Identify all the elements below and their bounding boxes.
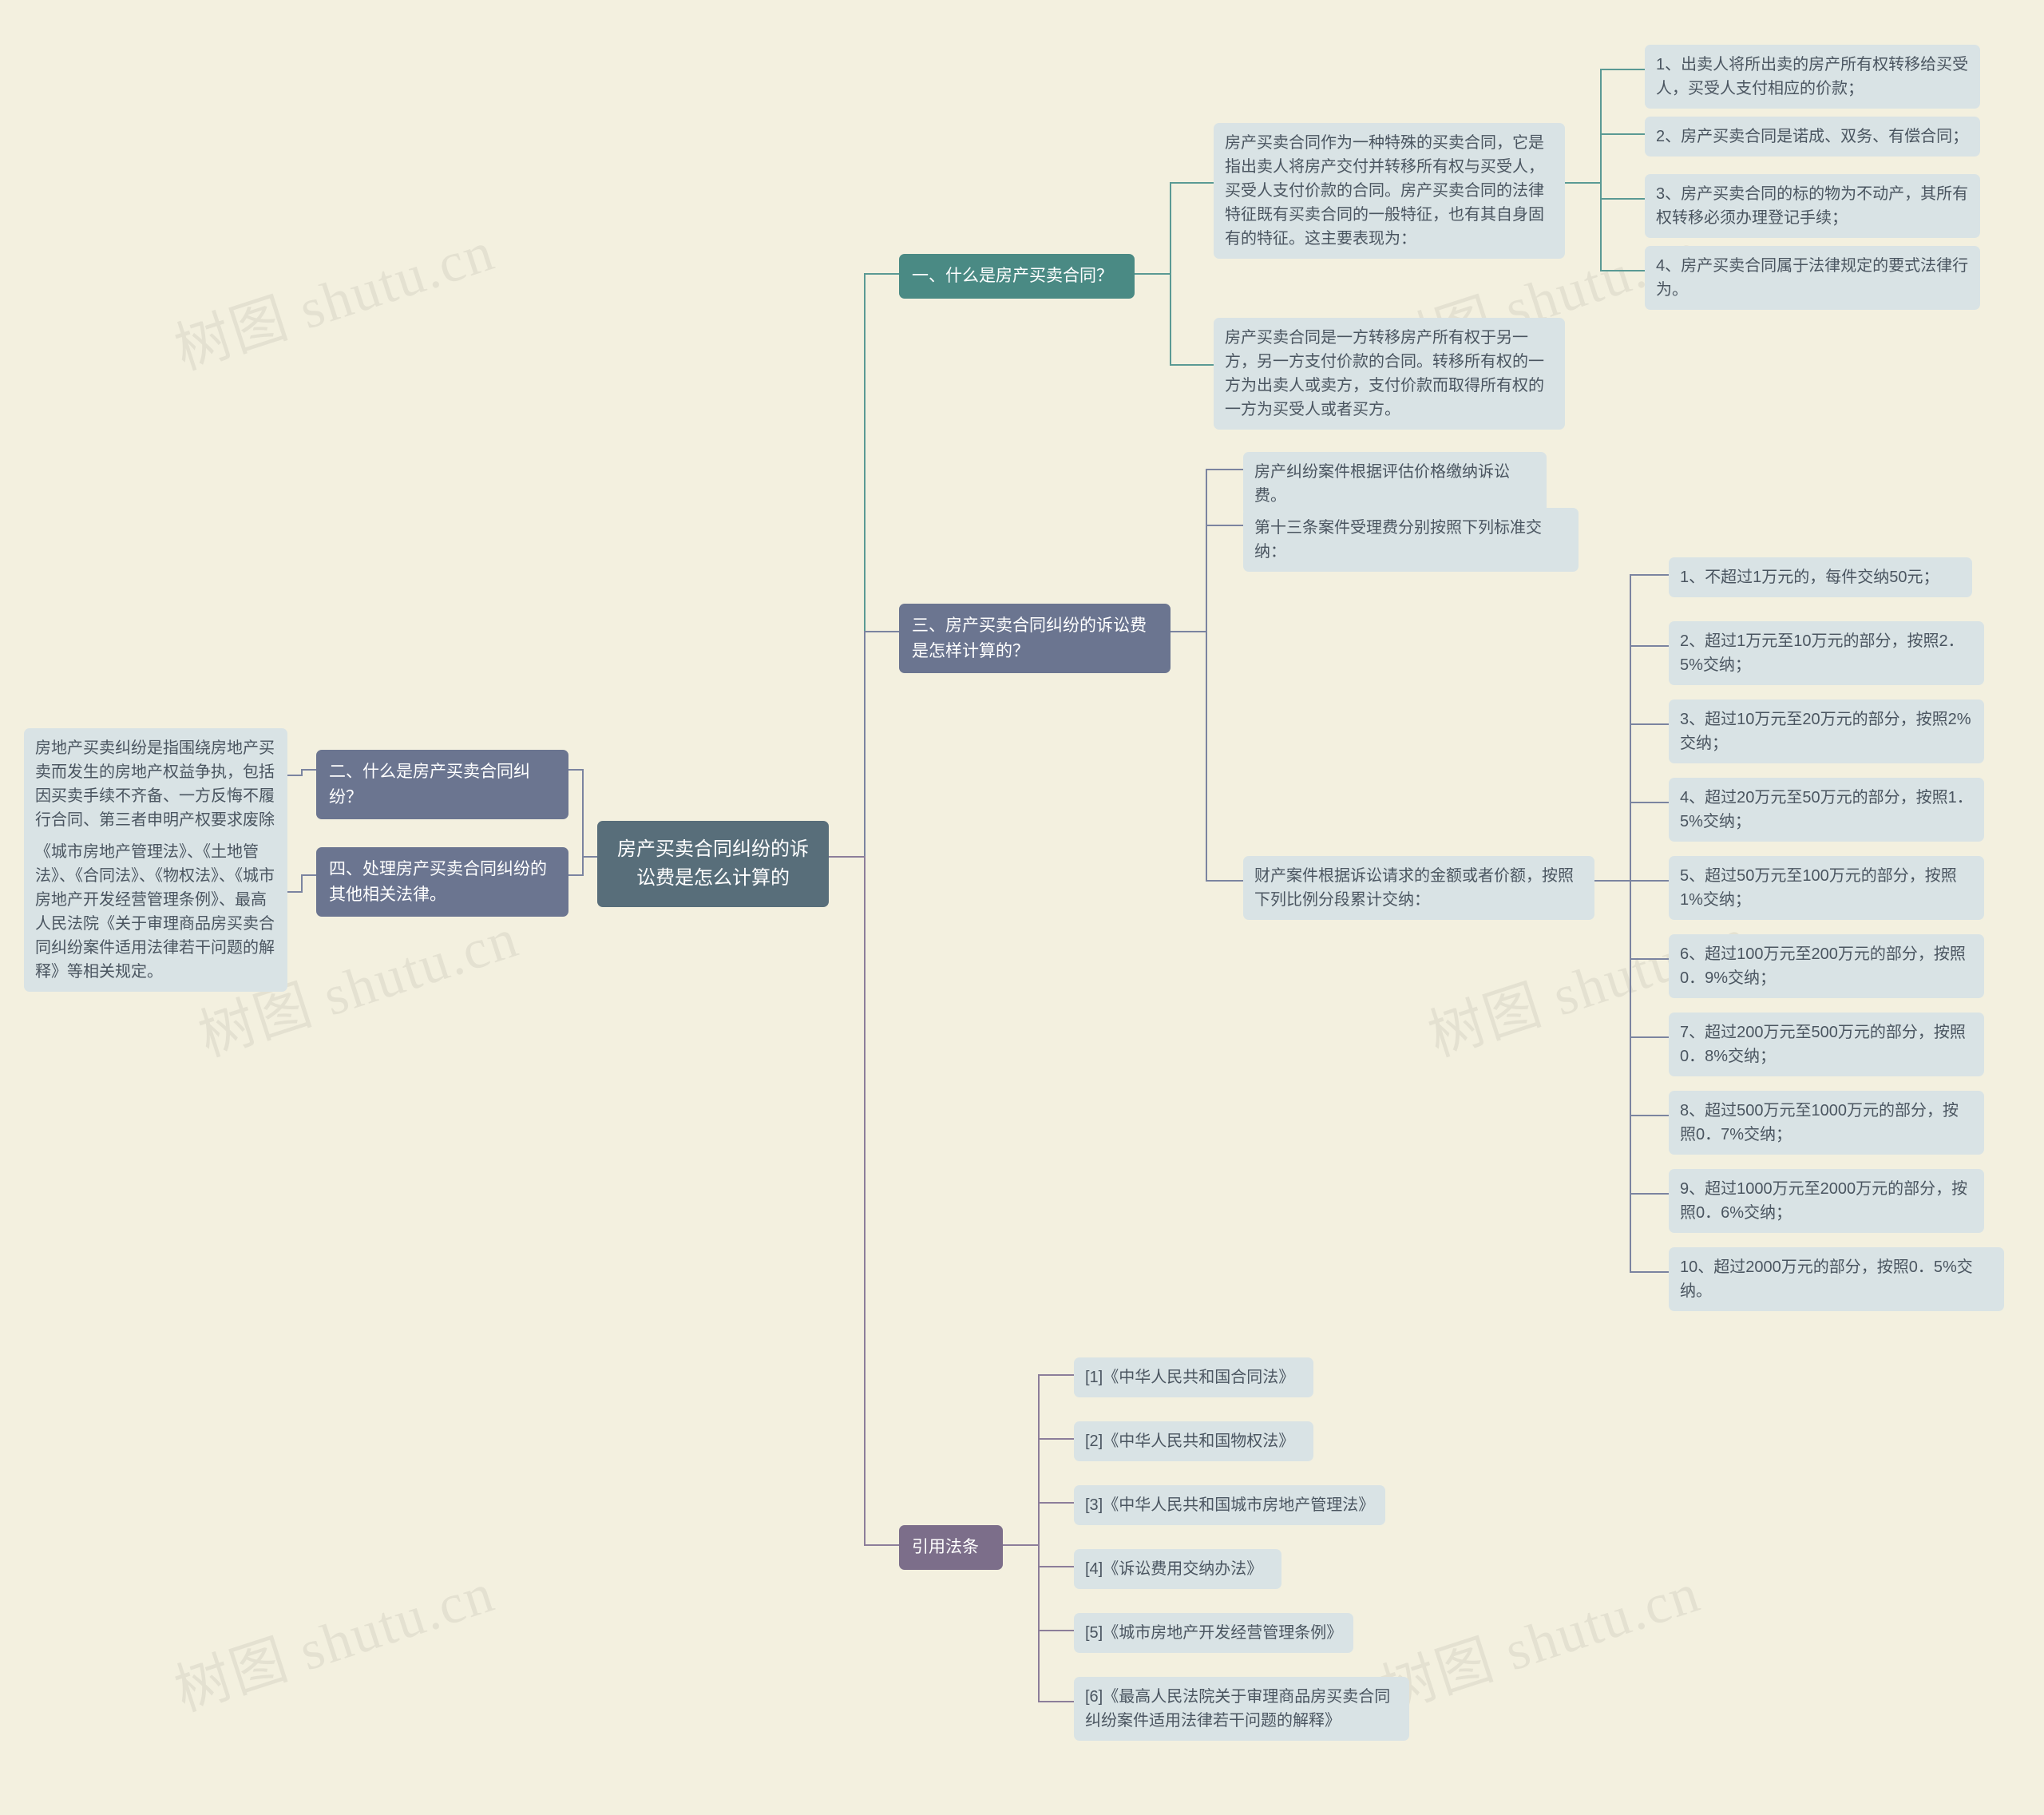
mindmap-node[interactable]: 9、超过1000万元至2000万元的部分，按照0．6%交纳； — [1669, 1169, 1984, 1233]
connector-line — [1135, 183, 1214, 274]
connector-line — [1594, 575, 1669, 881]
connector-line — [1565, 134, 1645, 183]
mindmap-node[interactable]: 3、超过10万元至20万元的部分，按照2%交纳； — [1669, 699, 1984, 763]
connector-line — [568, 857, 597, 875]
mindmap-node[interactable]: 10、超过2000万元的部分，按照0．5%交纳。 — [1669, 1247, 2004, 1311]
mindmap-node[interactable]: [1]《中华人民共和国合同法》 — [1074, 1357, 1313, 1397]
mindmap-node[interactable]: 房产纠纷案件根据评估价格缴纳诉讼费。 — [1243, 452, 1547, 516]
connector-line — [1594, 881, 1669, 1194]
mindmap-node[interactable]: 4、超过20万元至50万元的部分，按照1．5%交纳； — [1669, 778, 1984, 842]
connector-line — [1171, 525, 1243, 632]
connector-line — [287, 770, 316, 775]
mindmap-node[interactable]: [5]《城市房地产开发经营管理条例》 — [1074, 1613, 1353, 1653]
connector-line — [1171, 632, 1243, 881]
mindmap-node[interactable]: 5、超过50万元至100万元的部分，按照1%交纳； — [1669, 856, 1984, 920]
connector-line — [1003, 1439, 1074, 1545]
mindmap-node[interactable]: 2、房产买卖合同是诺成、双务、有偿合同； — [1645, 117, 1980, 157]
connector-line — [829, 857, 899, 1545]
connector-line — [1003, 1375, 1074, 1545]
connector-line — [1135, 274, 1214, 365]
connector-line — [829, 632, 899, 857]
connector-line — [1003, 1503, 1074, 1545]
connector-line — [1594, 802, 1669, 881]
mindmap-node[interactable]: 《城市房地产管理法》、《土地管法》、《合同法》、《物权法》、《城市房地产开发经营… — [24, 832, 287, 992]
mindmap-node[interactable]: 引用法条 — [899, 1525, 1003, 1570]
connector-line — [1594, 724, 1669, 881]
connector-line — [1565, 183, 1645, 199]
mindmap-node[interactable]: 1、出卖人将所出卖的房产所有权转移给买受人，买受人支付相应的价款； — [1645, 45, 1980, 109]
mindmap-node[interactable]: 房产买卖合同作为一种特殊的买卖合同，它是指出卖人将房产交付并转移所有权与买受人，… — [1214, 123, 1565, 259]
mindmap-node[interactable]: 房产买卖合同是一方转移房产所有权于另一方，另一方支付价款的合同。转移所有权的一方… — [1214, 318, 1565, 430]
connector-line — [287, 875, 316, 892]
mindmap-node[interactable]: 7、超过200万元至500万元的部分，按照0．8%交纳； — [1669, 1013, 1984, 1076]
connector-line — [568, 770, 597, 857]
mindmap-node[interactable]: 第十三条案件受理费分别按照下列标准交纳： — [1243, 508, 1579, 572]
mindmap-node[interactable]: 四、处理房产买卖合同纠纷的其他相关法律。 — [316, 847, 568, 917]
watermark: 树图 shutu.cn — [164, 206, 504, 385]
mindmap-node[interactable]: 一、什么是房产买卖合同？ — [899, 254, 1135, 299]
connector-line — [1565, 69, 1645, 183]
connector-line — [1003, 1545, 1074, 1631]
mindmap-node[interactable]: 2、超过1万元至10万元的部分，按照2．5%交纳； — [1669, 621, 1984, 685]
mindmap-node[interactable]: 房产买卖合同纠纷的诉讼费是怎么计算的 — [597, 821, 829, 907]
mindmap-canvas: 树图 shutu.cn树图 shutu.cn树图 shutu.cn树图 shut… — [0, 0, 2044, 1815]
watermark: 树图 shutu.cn — [1369, 1548, 1709, 1726]
watermark: 树图 shutu.cn — [164, 1548, 504, 1726]
mindmap-node[interactable]: 4、房产买卖合同属于法律规定的要式法律行为。 — [1645, 246, 1980, 310]
mindmap-node[interactable]: 二、什么是房产买卖合同纠纷？ — [316, 750, 568, 819]
connector-line — [1003, 1545, 1074, 1567]
connector-line — [1594, 881, 1669, 959]
connector-line — [1003, 1545, 1074, 1702]
mindmap-node[interactable]: [2]《中华人民共和国物权法》 — [1074, 1421, 1313, 1461]
connector-line — [1594, 881, 1669, 1037]
mindmap-node[interactable]: 3、房产买卖合同的标的物为不动产，其所有权转移必须办理登记手续； — [1645, 174, 1980, 238]
connector-line — [1565, 183, 1645, 271]
connector-line — [1594, 646, 1669, 881]
mindmap-node[interactable]: 财产案件根据诉讼请求的金额或者价额，按照下列比例分段累计交纳： — [1243, 856, 1594, 920]
mindmap-node[interactable]: 8、超过500万元至1000万元的部分，按照0．7%交纳； — [1669, 1091, 1984, 1155]
connector-line — [1594, 881, 1669, 1272]
mindmap-node[interactable]: [4]《诉讼费用交纳办法》 — [1074, 1549, 1281, 1589]
connector-line — [1594, 881, 1669, 1116]
mindmap-node[interactable]: 三、房产买卖合同纠纷的诉讼费是怎样计算的？ — [899, 604, 1171, 673]
mindmap-node[interactable]: 6、超过100万元至200万元的部分，按照0．9%交纳； — [1669, 934, 1984, 998]
connector-line — [829, 274, 899, 857]
mindmap-node[interactable]: 1、不超过1万元的，每件交纳50元； — [1669, 557, 1972, 597]
mindmap-node[interactable]: [3]《中华人民共和国城市房地产管理法》 — [1074, 1485, 1385, 1525]
mindmap-node[interactable]: [6]《最高人民法院关于审理商品房买卖合同纠纷案件适用法律若干问题的解释》 — [1074, 1677, 1409, 1741]
connector-line — [1171, 470, 1243, 632]
